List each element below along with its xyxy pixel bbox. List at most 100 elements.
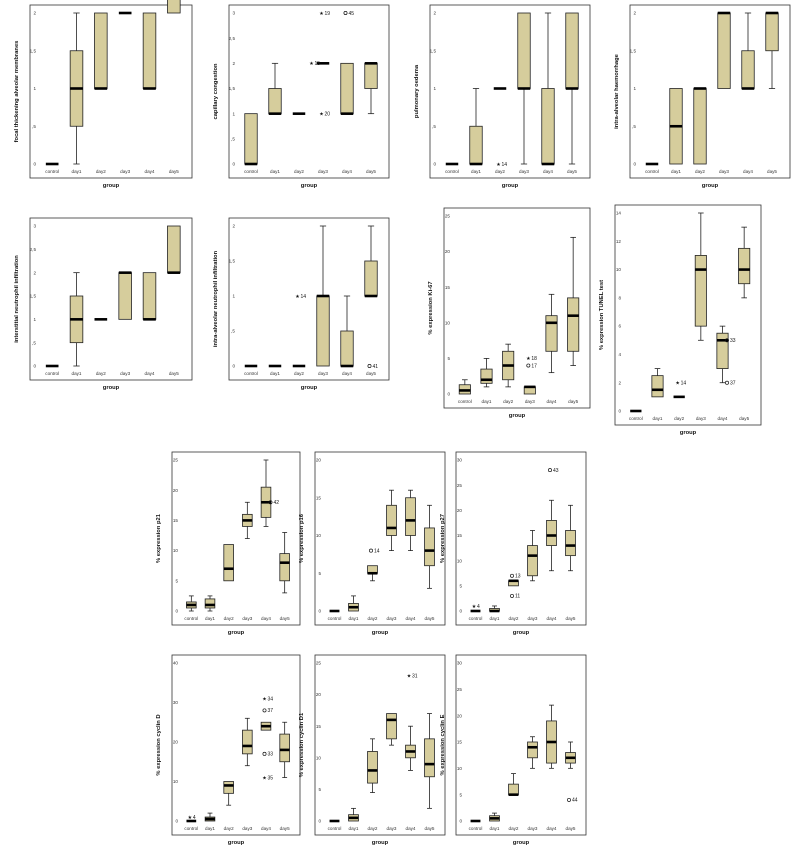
x-tick-label: control bbox=[45, 169, 59, 174]
box-body bbox=[469, 125, 483, 165]
y-tick-label: 6 bbox=[618, 324, 621, 329]
x-tick-label: day5 bbox=[280, 826, 290, 831]
outlier-label: 44 bbox=[572, 798, 578, 804]
box-body bbox=[765, 12, 779, 52]
x-tick-label: day3 bbox=[525, 399, 535, 404]
y-tick-label: 0 bbox=[459, 609, 462, 614]
box-body bbox=[527, 545, 538, 577]
box-body bbox=[94, 12, 108, 89]
box-day5 bbox=[424, 713, 435, 809]
box-day3 bbox=[386, 713, 397, 746]
box-body bbox=[480, 368, 493, 384]
y-tick-label: 1,5 bbox=[30, 294, 37, 299]
box-day1 bbox=[204, 812, 216, 822]
outlier-label: 4 bbox=[193, 815, 196, 821]
x-tick-label: day2 bbox=[294, 371, 304, 376]
x-tick-label: day3 bbox=[120, 169, 130, 174]
y-tick-label: 20 bbox=[457, 713, 463, 718]
x-tick-label: day5 bbox=[366, 371, 376, 376]
box-day3 bbox=[527, 736, 538, 769]
x-tick-label: day5 bbox=[280, 616, 290, 621]
x-tick-label: day1 bbox=[205, 616, 215, 621]
y-tick-label: 10 bbox=[316, 533, 322, 538]
box-body bbox=[517, 12, 531, 89]
box-control bbox=[244, 113, 258, 166]
box-day5 bbox=[167, 0, 181, 14]
y-tick-label: 1 bbox=[33, 317, 36, 322]
y-tick-label: ,5 bbox=[231, 329, 235, 334]
x-tick-label: control bbox=[244, 371, 258, 376]
box-day2 bbox=[502, 343, 515, 388]
box-body bbox=[142, 272, 157, 320]
x-tick-label: day5 bbox=[739, 416, 749, 421]
x-tick-label: day5 bbox=[425, 826, 435, 831]
outlier-label: 41 bbox=[373, 364, 379, 370]
y-tick-label: 8 bbox=[618, 295, 621, 300]
outlier-label: 4 bbox=[477, 604, 480, 610]
x-axis-label: group bbox=[372, 840, 389, 846]
outlier-marker: 41 bbox=[367, 364, 379, 370]
box-day5 bbox=[738, 226, 751, 299]
y-tick-label: 10 bbox=[316, 755, 322, 760]
box-day4 bbox=[260, 459, 272, 527]
y-tick-label: ,5 bbox=[231, 136, 235, 141]
outlier-label: 14 bbox=[502, 162, 508, 168]
x-tick-label: day5 bbox=[567, 169, 577, 174]
outlier-star-icon: ★ bbox=[262, 775, 267, 781]
x-axis-label: group bbox=[680, 430, 697, 436]
y-tick-label: 25 bbox=[316, 661, 322, 666]
outlier-marker: ★ 34 bbox=[262, 696, 273, 702]
x-tick-label: day2 bbox=[503, 399, 513, 404]
box-body bbox=[279, 553, 290, 582]
x-tick-label: day5 bbox=[169, 371, 179, 376]
plot-frame bbox=[29, 217, 193, 381]
x-tick-label: control bbox=[328, 826, 342, 831]
y-tick-label: 1 bbox=[33, 86, 36, 91]
y-tick-label: 2 bbox=[232, 224, 235, 229]
plot-frame bbox=[228, 217, 390, 381]
x-axis-label: group bbox=[372, 630, 389, 636]
x-tick-label: day4 bbox=[547, 616, 557, 621]
x-tick-label: day3 bbox=[719, 169, 729, 174]
y-tick-label: 30 bbox=[457, 661, 463, 666]
box-day5 bbox=[279, 721, 290, 778]
y-tick-label: 25 bbox=[457, 687, 463, 692]
y-tick-label: 15 bbox=[316, 724, 322, 729]
x-tick-label: control bbox=[645, 169, 659, 174]
x-tick-label: day3 bbox=[242, 826, 252, 831]
x-axis-label: group bbox=[502, 183, 519, 189]
y-tick-label: 2 bbox=[633, 11, 636, 16]
y-tick-label: 1 bbox=[433, 86, 436, 91]
box-day4 bbox=[405, 489, 416, 551]
outlier-marker: 14 bbox=[369, 548, 380, 554]
chart-panel: 0 ,5 1 1,5 2 2,5 3 control day1 day2 day3 day4 day5 i… bbox=[14, 217, 193, 391]
y-tick-label: 0 bbox=[318, 609, 321, 614]
y-tick-label: 3 bbox=[232, 11, 235, 16]
x-tick-label: day5 bbox=[568, 399, 578, 404]
box-day3 bbox=[316, 225, 330, 367]
y-tick-label: 10 bbox=[445, 320, 451, 325]
box-day4 bbox=[142, 12, 157, 90]
y-tick-label: 10 bbox=[616, 267, 622, 272]
outlier-label: 43 bbox=[553, 468, 559, 474]
box-body bbox=[268, 88, 282, 115]
box-body bbox=[386, 713, 397, 740]
outlier-label: 18 bbox=[531, 356, 537, 362]
chart-panel: 0 5 10 15 20 25 control day1 day2 day3 day4 day5 % e… bbox=[299, 654, 446, 846]
plot-frame bbox=[443, 207, 591, 409]
box-day3 bbox=[386, 489, 397, 551]
y-axis-label: % expression p27 bbox=[440, 514, 446, 563]
x-tick-label: day1 bbox=[72, 371, 82, 376]
outlier-marker: ★ 4 bbox=[188, 815, 196, 821]
y-tick-label: 0 bbox=[433, 162, 436, 167]
y-tick-label: 14 bbox=[616, 211, 622, 216]
box-body bbox=[142, 12, 157, 89]
outlier-label: 34 bbox=[268, 696, 274, 702]
outlier-star-icon: ★ bbox=[526, 356, 531, 362]
y-tick-label: 20 bbox=[316, 458, 322, 463]
outlier-circle-icon bbox=[367, 364, 372, 368]
x-axis-label: group bbox=[103, 183, 120, 189]
outlier-star-icon: ★ bbox=[496, 162, 501, 168]
x-tick-label: day1 bbox=[671, 169, 681, 174]
